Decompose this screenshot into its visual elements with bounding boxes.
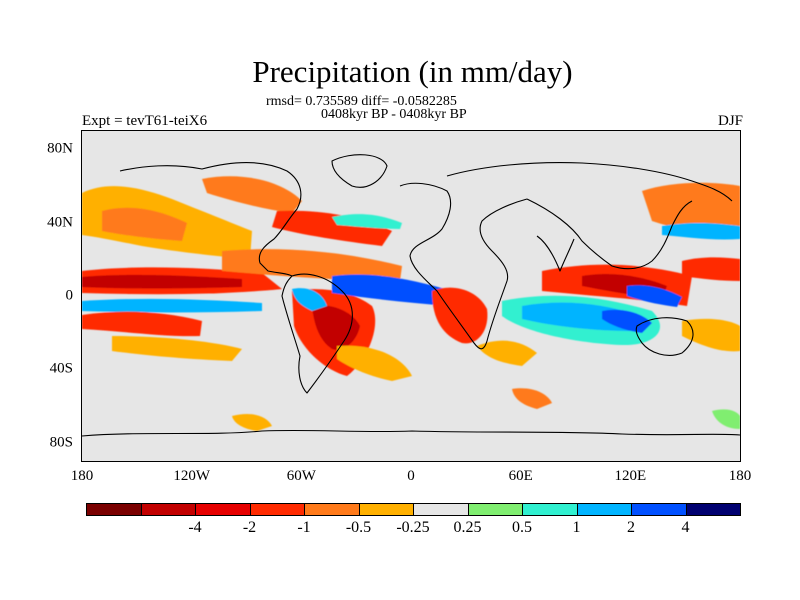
anomaly-patch (332, 274, 452, 306)
colorbar-label: -1 (297, 519, 311, 536)
colorbar-label: 2 (627, 519, 635, 536)
season-label: DJF (717, 113, 743, 129)
lon-tick-label: 60E (508, 468, 533, 484)
colorbar-box (467, 503, 523, 516)
anomaly-patch (222, 249, 402, 281)
anomaly-patch (682, 318, 740, 352)
colorbar-label: 0.25 (453, 519, 482, 536)
lat-tick-label: 80N (47, 140, 73, 157)
colorbar-label: -0.25 (396, 519, 430, 536)
colorbar-label: 1 (572, 519, 581, 536)
anomaly-patch (602, 309, 652, 333)
colorbar-box (249, 503, 305, 516)
lon-tick-label: 60W (286, 468, 316, 484)
colorbar-label: 4 (681, 519, 690, 536)
lat-tick-label: 0 (65, 287, 74, 304)
plot-title: Precipitation (in mm/day) (252, 54, 573, 89)
colorbar-label: -2 (242, 519, 257, 536)
anomaly-patch (512, 388, 552, 409)
anomaly-patch (82, 298, 262, 313)
lon-tick-label: 180 (70, 468, 94, 484)
anomaly-patch (272, 210, 392, 246)
coastlines (82, 154, 740, 437)
lat-tick-label: 40N (47, 214, 73, 231)
colorbar-box (413, 503, 469, 516)
anomaly-field (82, 176, 740, 431)
colorbar-box (304, 503, 360, 516)
lat-tick-label: 40S (49, 360, 73, 377)
anomaly-patch (477, 340, 537, 366)
anomaly-patch (82, 274, 242, 289)
colorbar-box (576, 503, 632, 516)
anomaly-patch (642, 182, 740, 233)
anomaly-patch (627, 285, 682, 307)
anomaly-patch (202, 176, 302, 213)
anomaly-patch (292, 288, 327, 311)
stats-subtitle: rmsd= 0.735589 diff= -0.0582285 (266, 94, 457, 109)
lon-tick-label: 120E (614, 468, 647, 484)
colorbar-label: -4 (188, 519, 202, 536)
anomaly-patch (712, 409, 740, 429)
experiment-label: Expt = tevT61-teiX6 (82, 113, 208, 129)
colorbar-box (195, 503, 251, 516)
colorbar-label: -0.5 (345, 519, 372, 536)
anomaly-patch (332, 214, 402, 229)
anomaly-patch (662, 222, 740, 240)
anomaly-patch (522, 302, 637, 331)
anomaly-patch (337, 345, 412, 381)
colorbar-box (358, 503, 414, 516)
lat-tick-label: 80S (49, 434, 73, 451)
anomaly-patch (432, 287, 488, 344)
colorbar-box (685, 503, 741, 516)
period-subtitle: 0408kyr BP - 0408kyr BP (321, 107, 467, 122)
colorbar-label: 0.5 (512, 519, 532, 536)
anomaly-patch (232, 414, 272, 431)
anomaly-patch (682, 257, 740, 281)
lon-tick-label: 120W (173, 468, 210, 484)
anomaly-patch (102, 207, 187, 241)
anomaly-patch (112, 336, 242, 361)
precipitation-map (81, 130, 741, 462)
lon-tick-label: 0 (407, 468, 415, 484)
colorbar-box (522, 503, 578, 516)
anomaly-patch (312, 305, 360, 350)
map-svg (82, 154, 740, 437)
colorbar-box (631, 503, 687, 516)
colorbar-box (86, 503, 142, 516)
colorbar (86, 503, 741, 516)
lon-tick-label: 180 (728, 468, 752, 484)
anomaly-patch (82, 311, 202, 337)
colorbar-box (140, 503, 196, 516)
